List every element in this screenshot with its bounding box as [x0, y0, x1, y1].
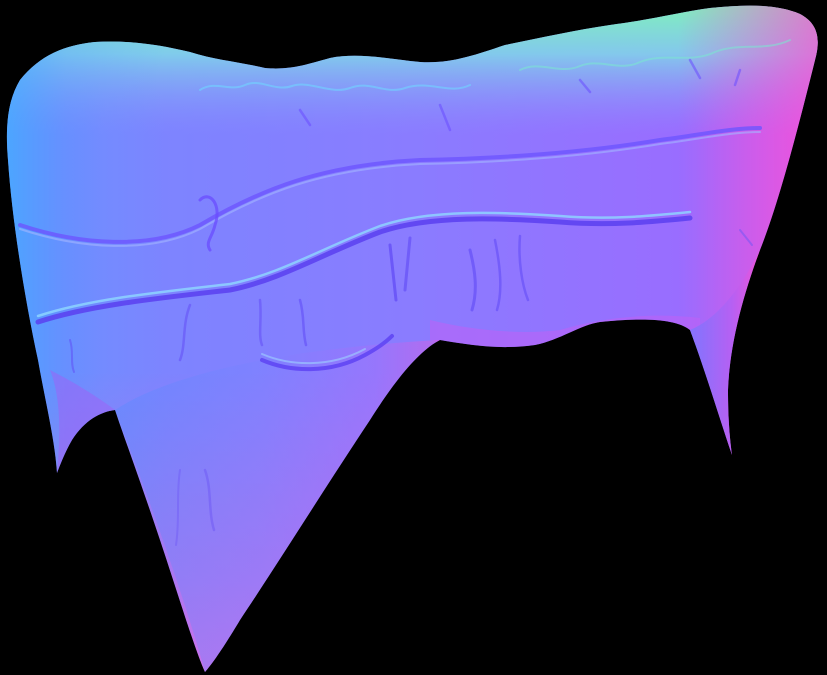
lower-curve-groove — [260, 334, 394, 372]
top-rim-bumps — [199, 82, 471, 91]
scratch-mark — [388, 243, 398, 302]
center-notch — [198, 195, 219, 252]
right-spike-shading — [690, 250, 760, 455]
groove-lines — [18, 39, 791, 546]
scratch-mark — [403, 236, 412, 292]
scratch-mark — [518, 234, 530, 302]
upper-groove-highlight — [19, 131, 761, 247]
scratch-mark — [258, 298, 264, 347]
scratch-mark — [493, 238, 502, 312]
scratch-mark — [175, 469, 181, 546]
scratch-mark — [468, 248, 477, 312]
scratch-mark — [298, 298, 308, 347]
upper-groove — [18, 126, 762, 244]
top-rim-bumps — [519, 39, 791, 71]
scratch-mark — [178, 303, 192, 362]
scratch-mark — [739, 229, 753, 246]
lower-curve-highlight — [261, 348, 366, 365]
scratch-mark — [203, 468, 216, 532]
left-spike-shading — [50, 370, 115, 473]
middle-groove — [35, 215, 693, 325]
top-rim-notches — [298, 58, 742, 132]
lower-spike-shading — [115, 340, 440, 672]
middle-groove-highlight — [36, 210, 692, 318]
scratch-mark — [69, 339, 75, 373]
